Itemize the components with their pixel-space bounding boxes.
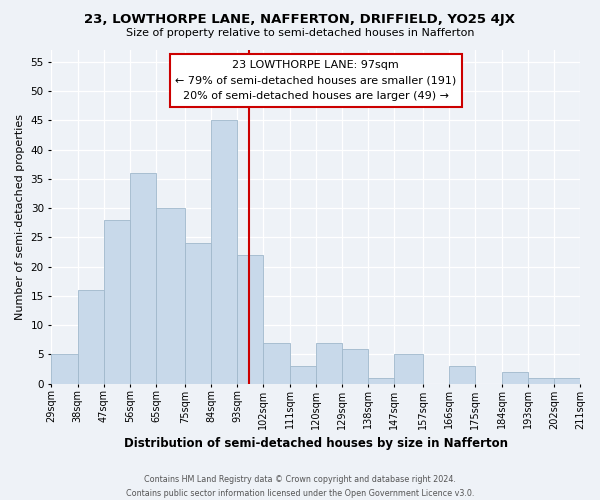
Bar	[449, 366, 475, 384]
Text: 23, LOWTHORPE LANE, NAFFERTON, DRIFFIELD, YO25 4JX: 23, LOWTHORPE LANE, NAFFERTON, DRIFFIELD…	[85, 12, 515, 26]
Bar	[104, 220, 130, 384]
Text: 23 LOWTHORPE LANE: 97sqm
← 79% of semi-detached houses are smaller (191)
20% of : 23 LOWTHORPE LANE: 97sqm ← 79% of semi-d…	[175, 60, 457, 101]
Bar	[263, 343, 290, 384]
Bar	[156, 208, 185, 384]
Bar	[394, 354, 423, 384]
Bar	[290, 366, 316, 384]
Bar	[238, 255, 263, 384]
Bar	[130, 173, 156, 384]
Y-axis label: Number of semi-detached properties: Number of semi-detached properties	[15, 114, 25, 320]
Bar	[52, 354, 77, 384]
Text: Contains HM Land Registry data © Crown copyright and database right 2024.
Contai: Contains HM Land Registry data © Crown c…	[126, 476, 474, 498]
Bar	[77, 290, 104, 384]
Bar	[502, 372, 528, 384]
Bar	[368, 378, 394, 384]
Bar	[528, 378, 554, 384]
X-axis label: Distribution of semi-detached houses by size in Nafferton: Distribution of semi-detached houses by …	[124, 437, 508, 450]
Bar	[185, 243, 211, 384]
Bar	[316, 343, 342, 384]
Bar	[342, 348, 368, 384]
Bar	[211, 120, 238, 384]
Text: Size of property relative to semi-detached houses in Nafferton: Size of property relative to semi-detach…	[126, 28, 474, 38]
Bar	[554, 378, 580, 384]
